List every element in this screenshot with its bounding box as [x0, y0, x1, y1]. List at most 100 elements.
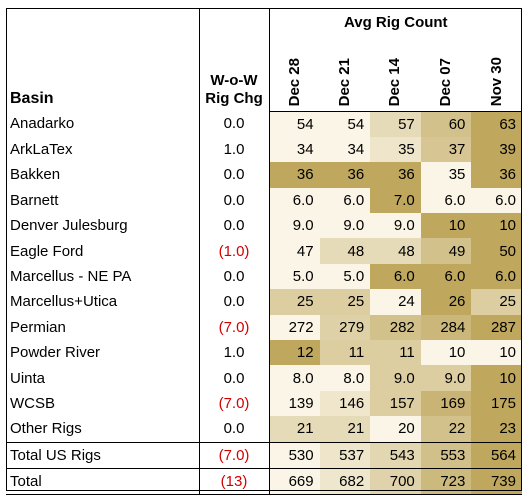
- rig-count-cell: 9.0: [269, 213, 320, 239]
- rig-count-cell: 23: [471, 416, 522, 443]
- basin-name-cell: Marcellus - NE PA: [6, 263, 200, 290]
- rig-count-cell: 5.0: [319, 263, 371, 290]
- basin-name-cell: Uinta: [6, 365, 200, 391]
- rig-count-cell: 24: [370, 289, 421, 315]
- table-row: Eagle Ford (1.0) 47 48 48 49 50: [6, 238, 522, 264]
- basin-name-cell: Eagle Ford: [6, 238, 200, 264]
- wow-change-cell: 0.0: [199, 263, 270, 290]
- wow-change-cell: 0.0: [199, 111, 270, 137]
- table-row: Barnett 0.0 6.0 6.0 7.0 6.0 6.0: [6, 187, 522, 214]
- rig-count-cell: 543: [370, 441, 421, 469]
- rig-count-cell: 9.0: [319, 213, 371, 239]
- wow-change-cell: 0.0: [199, 162, 270, 188]
- rig-count-cell: 54: [269, 111, 320, 137]
- rig-count-cell: 10: [471, 340, 522, 366]
- rig-count-cell: 282: [370, 314, 421, 341]
- rig-count-cell: 63: [471, 111, 522, 137]
- rig-count-cell: 48: [319, 238, 371, 264]
- rig-count-cell: 723: [420, 468, 472, 495]
- rig-count-cell: 10: [471, 365, 522, 391]
- rig-count-cell: 537: [319, 441, 371, 469]
- basin-name-cell: Denver Julesburg: [6, 213, 200, 239]
- rig-count-cell: 6.0: [370, 263, 421, 290]
- basin-name-cell: Permian: [6, 314, 200, 341]
- rig-count-cell: 6.0: [269, 187, 320, 214]
- rig-count-cell: 8.0: [319, 365, 371, 391]
- rig-count-cell: 146: [319, 390, 371, 417]
- rig-count-cell: 12: [269, 340, 320, 366]
- basin-column-header: Basin: [6, 8, 200, 111]
- rig-count-cell: 739: [471, 468, 522, 495]
- rig-count-cell: 272: [269, 314, 320, 341]
- rig-count-cell: 284: [420, 314, 472, 341]
- rig-count-cell: 139: [269, 390, 320, 417]
- rig-count-cell: 57: [370, 111, 421, 137]
- table-row: Marcellus - NE PA 0.0 5.0 5.0 6.0 6.0 6.0: [6, 263, 522, 290]
- rig-count-cell: 6.0: [471, 187, 522, 214]
- rig-count-table-container: Basin W-o-W Rig Chg Avg Rig Count Dec 28…: [6, 8, 522, 495]
- rig-count-cell: 11: [370, 340, 421, 366]
- rig-count-cell: 700: [370, 468, 421, 495]
- rig-count-cell: 530: [269, 441, 320, 469]
- basin-name-cell: Total: [6, 468, 200, 495]
- rig-count-cell: 553: [420, 441, 472, 469]
- rig-count-cell: 21: [269, 416, 320, 443]
- table-row: Powder River 1.0 12 11 11 10 10: [6, 340, 522, 366]
- basin-name-cell: Marcellus+Utica: [6, 289, 200, 315]
- basin-name-cell: ArkLaTex: [6, 136, 200, 163]
- rig-count-cell: 11: [319, 340, 371, 366]
- date-column-header: Dec 07: [420, 36, 472, 112]
- date-column-header: Dec 21: [319, 36, 371, 112]
- rig-count-cell: 25: [471, 289, 522, 315]
- rig-count-cell: 34: [319, 136, 371, 163]
- rig-count-cell: 279: [319, 314, 371, 341]
- rig-count-cell: 287: [471, 314, 522, 341]
- rig-count-cell: 6.0: [319, 187, 371, 214]
- rig-count-cell: 22: [420, 416, 472, 443]
- wow-change-cell: 1.0: [199, 136, 270, 163]
- rig-count-cell: 47: [269, 238, 320, 264]
- date-column-header: Nov 30: [471, 36, 522, 112]
- table-row: Other Rigs 0.0 21 21 20 22 23: [6, 416, 522, 443]
- wow-change-cell: 0.0: [199, 187, 270, 214]
- total-us-rigs-row: Total US Rigs (7.0) 530 537 543 553 564: [6, 441, 522, 469]
- rig-count-cell: 8.0: [269, 365, 320, 391]
- rig-count-cell: 10: [420, 340, 472, 366]
- basin-name-cell: WCSB: [6, 390, 200, 417]
- rig-count-cell: 175: [471, 390, 522, 417]
- wow-change-column-header: W-o-W Rig Chg: [199, 8, 270, 111]
- date-column-header: Dec 14: [370, 36, 421, 112]
- basin-name-cell: Other Rigs: [6, 416, 200, 443]
- table-row: Bakken 0.0 36 36 36 35 36: [6, 162, 522, 188]
- table-row: Marcellus+Utica 0.0 25 25 24 26 25: [6, 289, 522, 315]
- rig-count-cell: 34: [269, 136, 320, 163]
- rig-count-cell: 9.0: [420, 365, 472, 391]
- rig-count-cell: 36: [370, 162, 421, 188]
- rig-count-cell: 49: [420, 238, 472, 264]
- table-row: Uinta 0.0 8.0 8.0 9.0 9.0 10: [6, 365, 522, 391]
- rig-count-cell: 37: [420, 136, 472, 163]
- rig-count-cell: 26: [420, 289, 472, 315]
- rig-count-cell: 9.0: [370, 213, 421, 239]
- rig-count-cell: 5.0: [269, 263, 320, 290]
- wow-change-cell: (7.0): [199, 441, 270, 469]
- rig-count-cell: 6.0: [471, 263, 522, 290]
- wow-change-cell: 0.0: [199, 289, 270, 315]
- rig-count-table: Basin W-o-W Rig Chg Avg Rig Count Dec 28…: [6, 8, 522, 495]
- rig-count-cell: 36: [471, 162, 522, 188]
- rig-count-cell: 35: [370, 136, 421, 163]
- rig-count-cell: 39: [471, 136, 522, 163]
- rig-count-cell: 10: [420, 213, 472, 239]
- basin-name-cell: Bakken: [6, 162, 200, 188]
- rig-count-cell: 48: [370, 238, 421, 264]
- rig-count-cell: 157: [370, 390, 421, 417]
- wow-change-cell: (1.0): [199, 238, 270, 264]
- table-body: Anadarko 0.0 54 54 57 60 63 ArkLaTex 1.0 34 34 35 37…: [6, 111, 522, 495]
- table-row: Permian (7.0) 272 279 282 284 287: [6, 314, 522, 341]
- table-row: Anadarko 0.0 54 54 57 60 63: [6, 111, 522, 137]
- wow-change-cell: 0.0: [199, 213, 270, 239]
- rig-count-cell: 10: [471, 213, 522, 239]
- rig-count-cell: 169: [420, 390, 472, 417]
- rig-count-cell: 682: [319, 468, 371, 495]
- rig-count-cell: 60: [420, 111, 472, 137]
